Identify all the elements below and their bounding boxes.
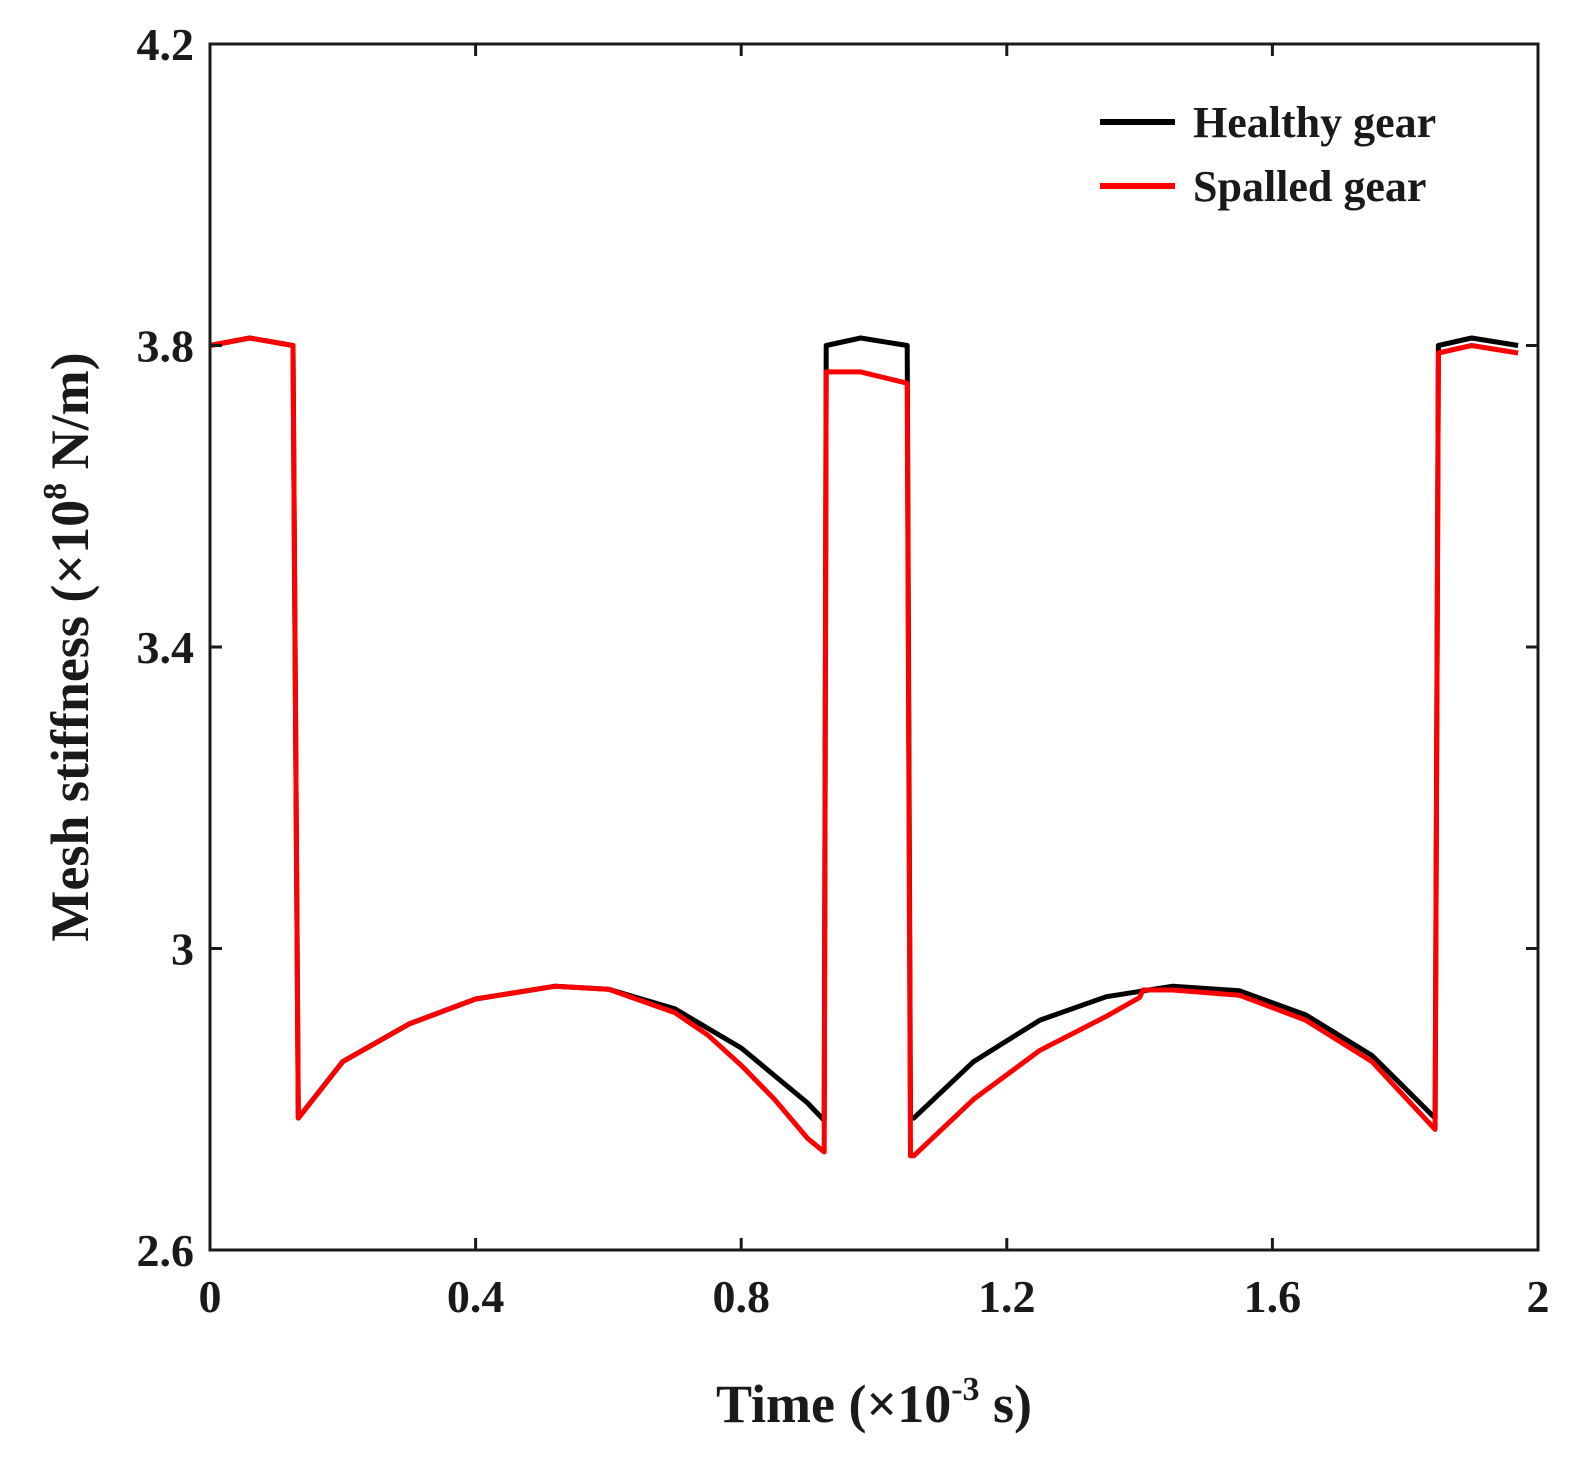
ticks-layer (208, 42, 1540, 1252)
x-tick-label: 0.8 (712, 1271, 770, 1322)
x-tick-label: 1.2 (978, 1271, 1036, 1322)
legend: Healthy gear Spalled gear (1100, 98, 1436, 211)
y-tick-label: 4.2 (137, 19, 195, 70)
y-tick-label: 2.6 (137, 1225, 195, 1276)
series-line-spalled (209, 335, 1519, 1159)
x-tick-label: 0 (199, 1271, 222, 1322)
y-axis-title: Mesh stiffness (×108 N/m) (37, 352, 100, 941)
x-tick-label: 0.4 (447, 1271, 505, 1322)
series-layer (209, 335, 1519, 1159)
tick-labels-layer: 0 0.4 0.8 1.2 1.6 2 2.6 3 3.4 3.8 4.2 (137, 19, 1550, 1322)
x-axis-title-prefix: Time (×10 (716, 1374, 951, 1434)
y-axis-title-suffix: N/m) (40, 352, 100, 482)
y-axis-title-exponent: 8 (37, 483, 74, 500)
y-tick-label: 3 (171, 924, 194, 975)
y-axis-title-prefix: Mesh stiffness (×10 (40, 500, 100, 942)
x-tick-label: 1.6 (1244, 1271, 1302, 1322)
x-axis-title: Time (×10-3 s) (716, 1371, 1032, 1434)
x-axis-title-suffix: s) (980, 1374, 1033, 1434)
plot-frame (208, 42, 1540, 1252)
x-tick-label: 2 (1527, 1271, 1550, 1322)
y-tick-label: 3.8 (137, 321, 195, 372)
legend-label-spalled: Spalled gear (1193, 162, 1426, 211)
x-axis-title-exponent: -3 (951, 1371, 979, 1408)
y-tick-label: 3.4 (137, 622, 195, 673)
legend-label-healthy: Healthy gear (1193, 98, 1436, 147)
series-line-healthy (209, 335, 1519, 1123)
